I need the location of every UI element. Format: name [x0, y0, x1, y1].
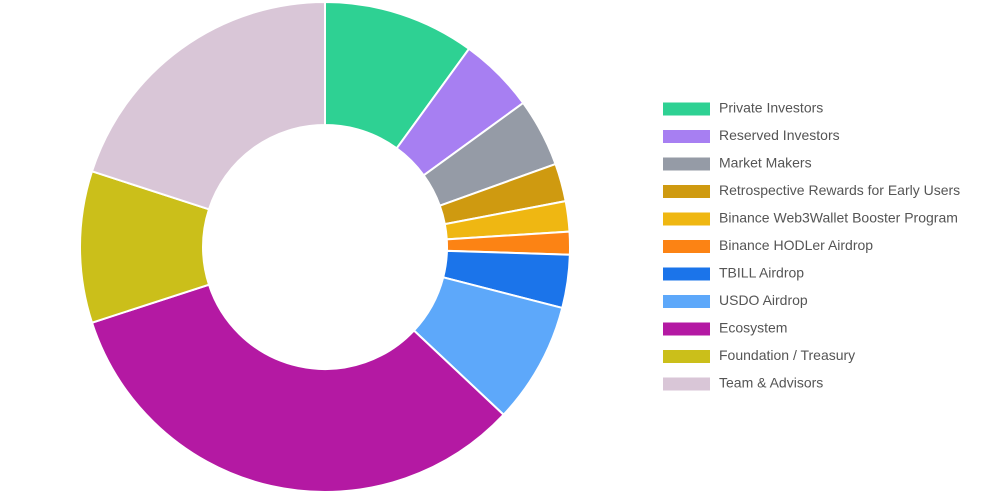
slice [90, 0, 326, 211]
legend-label: Ecosystem [719, 320, 787, 336]
legend-swatch [663, 130, 710, 143]
legend-swatch [663, 350, 710, 363]
legend-swatch [663, 377, 710, 391]
legend-swatch [663, 267, 710, 281]
legend-label: Binance HODLer Airdrop [719, 237, 873, 253]
legend-label: Reserved Investors [719, 127, 840, 143]
legend-label: USDO Airdrop [719, 292, 808, 308]
legend: Private Investors Reserved Investors Marke… [663, 100, 960, 391]
legend-label: Private Investors [719, 100, 823, 116]
legend-swatch [663, 102, 710, 116]
legend-label: Binance Web3Wallet Booster Program [719, 210, 958, 226]
legend-label: Retrospective Rewards for Early Users [719, 182, 960, 198]
legend-label: Team & Advisors [719, 375, 823, 391]
legend-swatch [663, 157, 710, 171]
slice [90, 283, 506, 493]
legend-swatch [663, 322, 710, 336]
legend-swatch [663, 295, 710, 308]
legend-swatch [663, 212, 710, 226]
legend-swatch [663, 240, 710, 253]
legend-label: Foundation / Treasury [719, 347, 855, 363]
legend-label: Market Makers [719, 155, 812, 171]
legend-label: TBILL Airdrop [719, 265, 804, 281]
legend-swatch [663, 185, 710, 198]
